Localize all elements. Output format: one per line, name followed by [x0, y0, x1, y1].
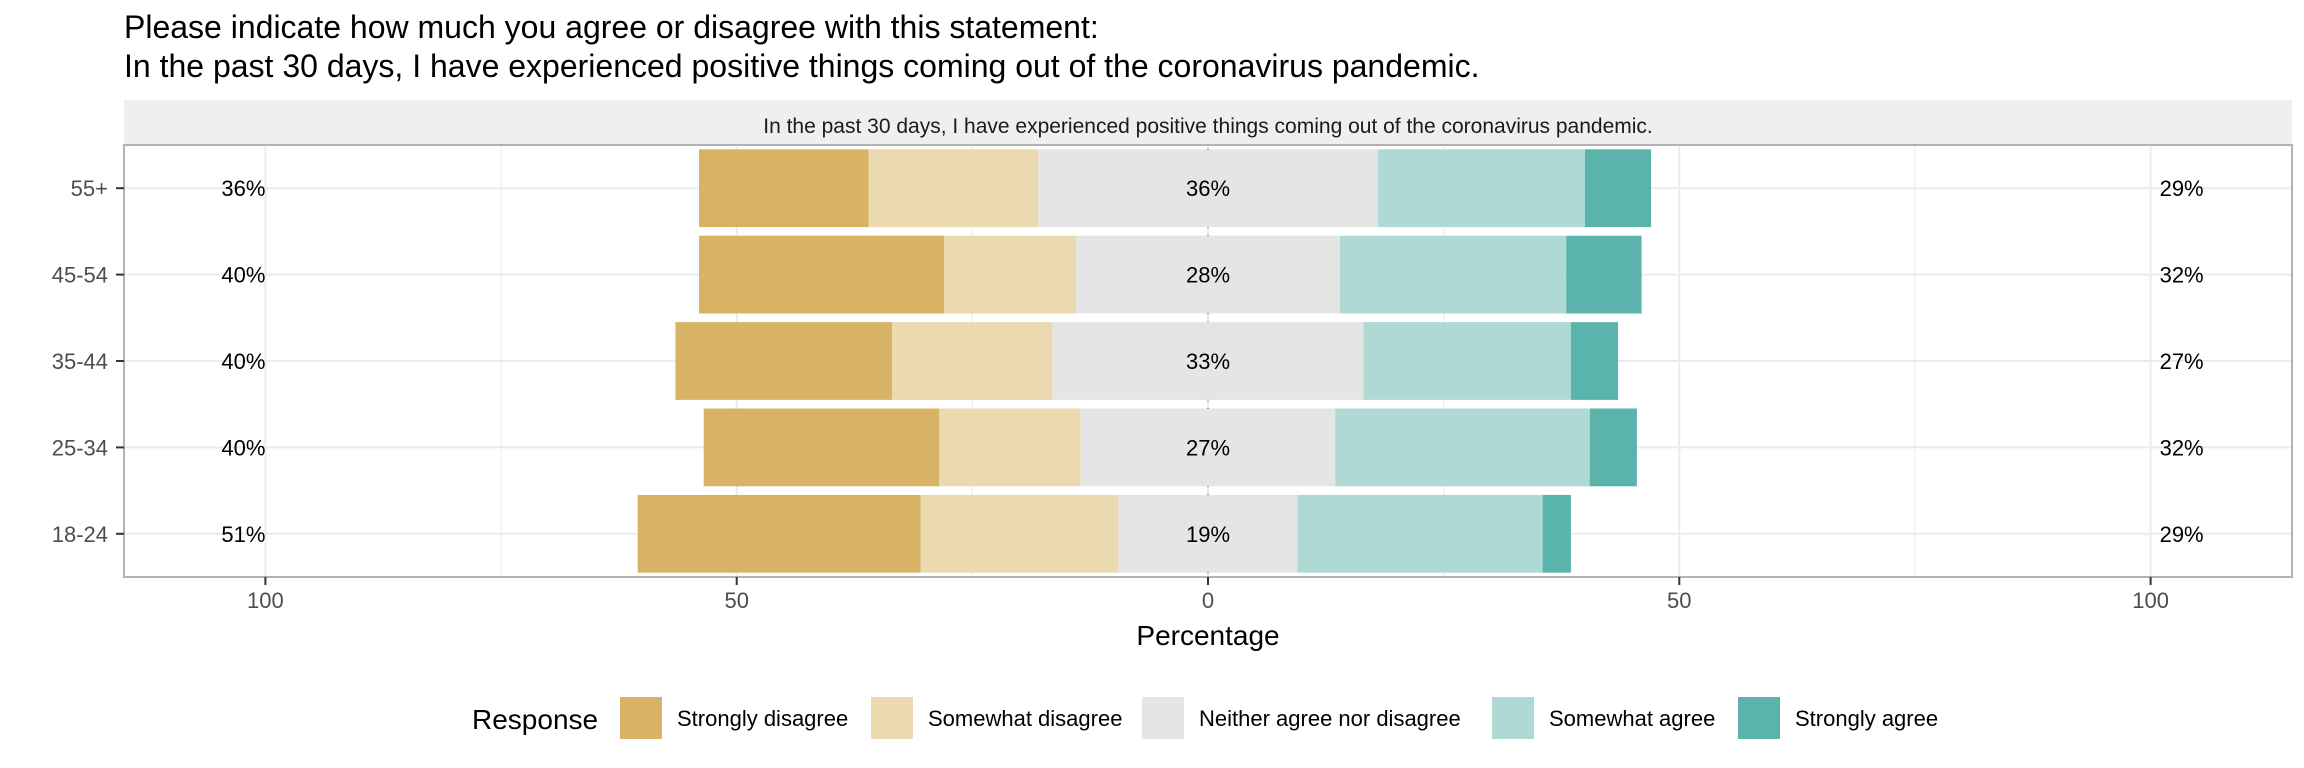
bar-somewhat-agree	[1297, 494, 1543, 573]
bar-neither	[1076, 235, 1340, 314]
legend-label: Neither agree nor disagree	[1199, 706, 1461, 731]
bar-neither	[1038, 149, 1378, 228]
chart-title-line-1: Please indicate how much you agree or di…	[124, 9, 1099, 45]
right-percent-label: 29%	[2160, 522, 2204, 547]
x-tick-label: 50	[724, 588, 748, 613]
chart-title-line-2: In the past 30 days, I have experienced …	[124, 48, 1479, 84]
bar-strongly-agree	[1585, 149, 1652, 228]
bar-strongly-disagree	[703, 408, 940, 487]
right-percent-label: 32%	[2160, 263, 2204, 288]
category-label: 18-24	[52, 522, 108, 547]
bar-somewhat-agree	[1363, 322, 1571, 400]
legend-key	[1492, 697, 1534, 739]
x-tick-label: 100	[247, 588, 284, 613]
x-tick-label: 50	[1667, 588, 1691, 613]
right-percent-label: 29%	[2160, 176, 2204, 201]
left-percent-label: 51%	[221, 522, 265, 547]
bar-strongly-disagree	[637, 494, 921, 573]
right-percent-label: 32%	[2160, 435, 2204, 460]
category-label: 25-34	[52, 435, 108, 460]
right-percent-label: 27%	[2160, 349, 2204, 374]
center-percent-label: 28%	[1186, 263, 1230, 288]
bar-somewhat-disagree	[920, 494, 1119, 573]
legend-key	[1142, 697, 1184, 739]
category-label: 35-44	[52, 349, 108, 374]
bar-strongly-disagree	[675, 322, 893, 400]
bar-strongly-agree	[1566, 235, 1642, 314]
bar-neither	[1118, 494, 1298, 573]
bar-somewhat-disagree	[892, 322, 1053, 400]
percent-labels: 36% 36% 29% 40% 28% 32% 40% 33% 27% 40% 27% 32% 51% 1…	[221, 176, 2203, 547]
x-axis: 100 50 0 50 100	[247, 149, 2169, 613]
bar-strongly-agree	[1542, 494, 1571, 573]
bars	[637, 149, 1652, 573]
bar-neither	[1080, 408, 1336, 487]
bar-neither	[1052, 322, 1364, 400]
category-label: 45-54	[52, 263, 108, 288]
bar-strongly-disagree	[698, 149, 869, 228]
facet-strip	[124, 100, 2292, 144]
left-percent-label: 40%	[221, 435, 265, 460]
legend-label: Somewhat disagree	[928, 706, 1122, 731]
legend-label: Strongly agree	[1795, 706, 1938, 731]
left-percent-label: 40%	[221, 263, 265, 288]
legend-label: Strongly disagree	[677, 706, 848, 731]
facet-strip-label: In the past 30 days, I have experienced …	[763, 115, 1653, 138]
legend-key	[1738, 697, 1780, 739]
bar-somewhat-disagree	[944, 235, 1077, 314]
legend-key	[620, 697, 662, 739]
bar-strongly-agree	[1570, 322, 1619, 400]
legend-title: Response	[472, 704, 598, 735]
bar-somewhat-agree	[1339, 235, 1567, 314]
x-axis-title: Percentage	[1136, 620, 1279, 651]
x-tick-label: 100	[2132, 588, 2169, 613]
category-axis: 55+ 45-54 35-44 25-34 18-24	[52, 176, 124, 547]
center-percent-label: 27%	[1186, 435, 1230, 460]
legend-label: Somewhat agree	[1549, 706, 1715, 731]
left-percent-label: 40%	[221, 349, 265, 374]
bar-somewhat-disagree	[939, 408, 1081, 487]
bar-strongly-agree	[1589, 408, 1637, 487]
left-percent-label: 36%	[221, 176, 265, 201]
legend-key	[871, 697, 913, 739]
center-percent-label: 19%	[1186, 522, 1230, 547]
x-tick-label: 0	[1202, 588, 1214, 613]
bar-somewhat-agree	[1377, 149, 1586, 228]
center-percent-label: 33%	[1186, 349, 1230, 374]
legend: Response Strongly disagree Somewhat disag…	[472, 697, 1938, 739]
category-label: 55+	[71, 176, 108, 201]
bar-somewhat-disagree	[868, 149, 1039, 228]
bar-somewhat-agree	[1335, 408, 1590, 487]
bar-strongly-disagree	[698, 235, 945, 314]
center-percent-label: 36%	[1186, 176, 1230, 201]
